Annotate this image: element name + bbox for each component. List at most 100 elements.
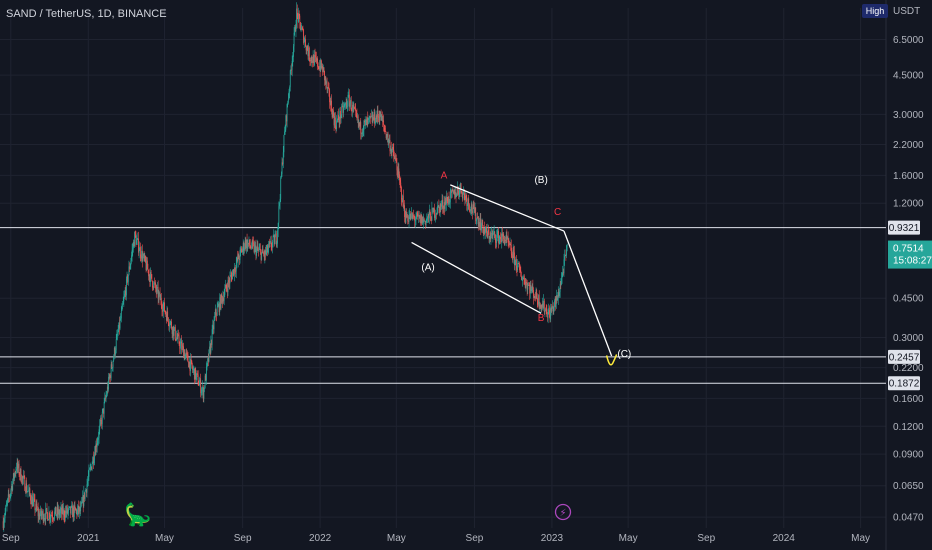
level-value-text: 0.2457 [889,352,920,363]
candle-body [261,249,263,253]
candle-body [23,475,24,479]
candle-body [376,110,378,119]
candle-body [279,203,280,207]
candle-body [540,304,542,309]
candle-body [38,513,40,517]
candle-body [56,514,57,516]
candle-body [139,246,141,257]
candle-body [429,210,431,215]
candle-body [115,339,117,351]
candle-body [19,474,21,476]
candle-body [407,216,409,222]
candle-body [479,222,480,229]
candle-body [413,216,415,218]
candle-body [528,284,530,286]
candle-body [557,298,559,301]
candle-body [288,91,290,99]
candle-body [322,66,324,73]
candle-body [473,204,475,208]
candle-body [258,249,259,251]
candle-body [155,288,157,292]
candle-body [337,115,339,120]
candle-body [152,287,154,289]
candle-body [242,248,244,253]
candle-body [4,512,6,519]
price-tick-label: 0.1600 [893,394,924,405]
high-button[interactable]: High [862,4,888,18]
candle-body [514,252,515,265]
candle-body [233,267,235,276]
candle-body [141,250,143,259]
candle-body [128,266,130,275]
candle-body [109,375,111,379]
candle-body [165,312,167,315]
candle-body [134,231,136,236]
candle-body [66,507,68,514]
candle-body [365,119,367,122]
candle-body [321,66,323,68]
level-value-box [888,349,920,364]
candle-body [251,240,253,248]
price-tick-label: 0.0650 [893,481,924,492]
candle-body [287,98,289,103]
candle-body [566,245,567,256]
candle-body [364,121,366,123]
candle-body [350,99,351,104]
candle-body [386,137,388,138]
candle-body [286,115,287,122]
candle-body [11,486,13,491]
candle-body [491,232,492,234]
candle-body [98,429,100,438]
candle-body [512,250,514,260]
current-price-text: 0.7514 [893,244,924,255]
elliott-wave-lines [411,184,618,366]
candle-body [345,102,347,104]
candle-body [447,201,449,205]
candle-body [282,162,284,165]
candle-body [197,373,198,375]
candle-body [446,196,447,205]
candle-body [319,66,321,71]
candle-body [237,254,239,261]
candle-body [225,284,226,289]
candle-body [110,364,112,378]
candle-body [143,254,145,259]
candle-body [15,470,17,474]
candle-body [164,302,165,312]
time-tick-label: May [387,533,406,544]
candle-body [509,243,511,246]
candle-body [442,208,444,210]
candle-body [477,217,479,226]
candle-body [146,260,148,271]
lightning-event-icon [554,503,572,521]
candle-body [153,282,155,284]
candle-body [33,498,35,500]
candle-body [257,246,259,250]
candle-body [322,67,324,73]
candle-body [496,234,498,236]
candle-body [136,238,138,240]
candle-body [387,133,388,138]
candle-body [342,105,344,113]
candle-body [463,191,465,195]
candle-body [305,46,307,51]
candle-body [34,499,36,510]
candle-body [219,297,221,309]
candle-body [377,110,379,117]
candle-body [420,215,422,223]
candle-body [541,304,543,307]
candle-body [179,343,181,349]
candle-body [277,222,279,231]
candle-body [475,219,477,222]
candle-body [469,209,471,211]
candle-body [77,509,78,515]
candle-body [401,199,403,203]
candle-body [95,443,97,455]
candle-body [172,326,174,334]
candle-body [145,255,146,263]
candle-body [265,250,267,255]
candle-body [354,107,355,109]
candle-body [472,210,473,213]
candle-body [508,242,510,244]
